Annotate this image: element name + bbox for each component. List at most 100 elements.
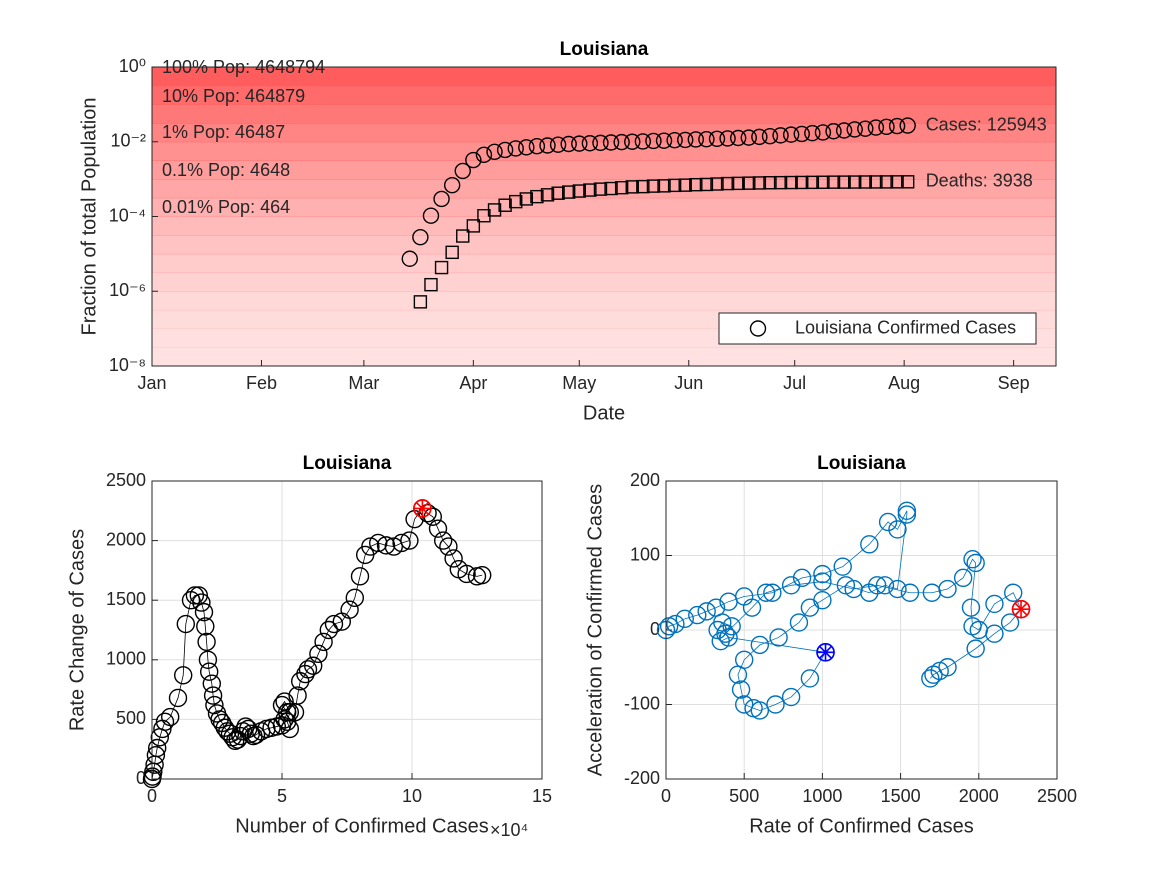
marker [176, 614, 196, 634]
marker [189, 586, 209, 605]
marker [487, 203, 502, 217]
marker [966, 553, 985, 573]
marker [475, 146, 493, 164]
marker [888, 520, 907, 539]
marker [146, 745, 166, 765]
y-axis-label: Rate Change of Cases [66, 529, 88, 731]
marker [400, 531, 419, 550]
marker [729, 129, 747, 147]
axes-box [665, 480, 1058, 780]
y-tick-label: 100 [630, 544, 660, 564]
marker [825, 123, 842, 140]
marker [454, 162, 471, 180]
marker [888, 579, 907, 599]
y-axis-label: Acceleration of Confirmed Cases [584, 484, 606, 776]
highlight-ray [1014, 602, 1028, 617]
shading-band [152, 235, 1056, 255]
population-label: 0.01% Pop: 464 [162, 197, 290, 217]
marker [530, 189, 544, 204]
marker [439, 537, 458, 556]
x-axis-label: Number of Confirmed Cases [235, 815, 488, 837]
y-tick-label: 2500 [106, 470, 146, 490]
marker [897, 501, 917, 520]
marker [900, 175, 915, 189]
marker [763, 583, 782, 602]
y-tick-label: 10⁰ [119, 56, 146, 76]
y-tick-label: 2000 [106, 529, 146, 549]
marker [147, 738, 167, 758]
marker [401, 250, 418, 267]
marker [155, 712, 175, 731]
marker [571, 135, 588, 152]
x-tick-label: 500 [729, 786, 759, 806]
marker [772, 127, 789, 144]
marker [784, 175, 798, 190]
marker [761, 127, 779, 145]
marker [361, 537, 380, 556]
marker [846, 121, 863, 138]
shading-band [152, 67, 1056, 87]
marker [689, 177, 703, 192]
marker [624, 133, 641, 150]
marker [814, 124, 832, 141]
marker [869, 175, 883, 189]
marker [677, 131, 694, 149]
marker [985, 624, 1004, 643]
marker [443, 176, 461, 194]
marker [875, 576, 895, 595]
population-label: 1% Pop: 46487 [162, 122, 285, 142]
marker [456, 229, 470, 243]
shading-band [152, 141, 1056, 161]
marker [750, 701, 770, 720]
shading-band [152, 179, 1056, 199]
marker [198, 650, 218, 669]
x-tick-label: May [562, 373, 596, 393]
marker [280, 719, 299, 739]
marker [897, 505, 917, 524]
marker [667, 178, 682, 193]
marker [858, 175, 873, 189]
marker [844, 579, 863, 599]
y-tick-label: 10⁻⁶ [109, 280, 146, 300]
marker [604, 181, 618, 196]
marker [192, 593, 211, 612]
marker [800, 669, 820, 688]
marker [324, 614, 344, 634]
marker [699, 177, 714, 192]
population-label: 0.1% Pop: 4648 [162, 160, 290, 180]
y-tick-label: 1000 [106, 649, 146, 669]
chart-title: Louisiana [560, 39, 649, 60]
marker [687, 131, 705, 148]
marker [424, 277, 438, 292]
marker [412, 228, 429, 246]
end-label: Deaths: 3938 [926, 171, 1033, 191]
x-tick-label: 10 [402, 786, 422, 806]
marker [857, 120, 874, 137]
marker [309, 644, 328, 664]
marker [592, 134, 609, 152]
marker [731, 176, 745, 191]
y-tick-label: 500 [116, 708, 146, 728]
marker [445, 245, 459, 260]
marker [340, 600, 359, 619]
marker [583, 183, 597, 197]
marker [418, 503, 437, 523]
marker [985, 594, 1004, 614]
marker [837, 175, 851, 189]
marker [860, 535, 879, 554]
marker [473, 565, 492, 585]
marker [509, 194, 523, 209]
axes-box [151, 66, 1057, 367]
marker [697, 602, 716, 621]
marker [205, 695, 224, 715]
marker [763, 176, 777, 190]
marker [719, 130, 736, 147]
shading-band [152, 253, 1056, 274]
marker [890, 175, 904, 189]
y-tick-label: -100 [624, 693, 660, 713]
marker [731, 680, 751, 699]
y-axis-label: Fraction of total Population [78, 98, 100, 336]
x-tick-label: Aug [888, 373, 920, 393]
population-label: 10% Pop: 464879 [162, 86, 305, 106]
